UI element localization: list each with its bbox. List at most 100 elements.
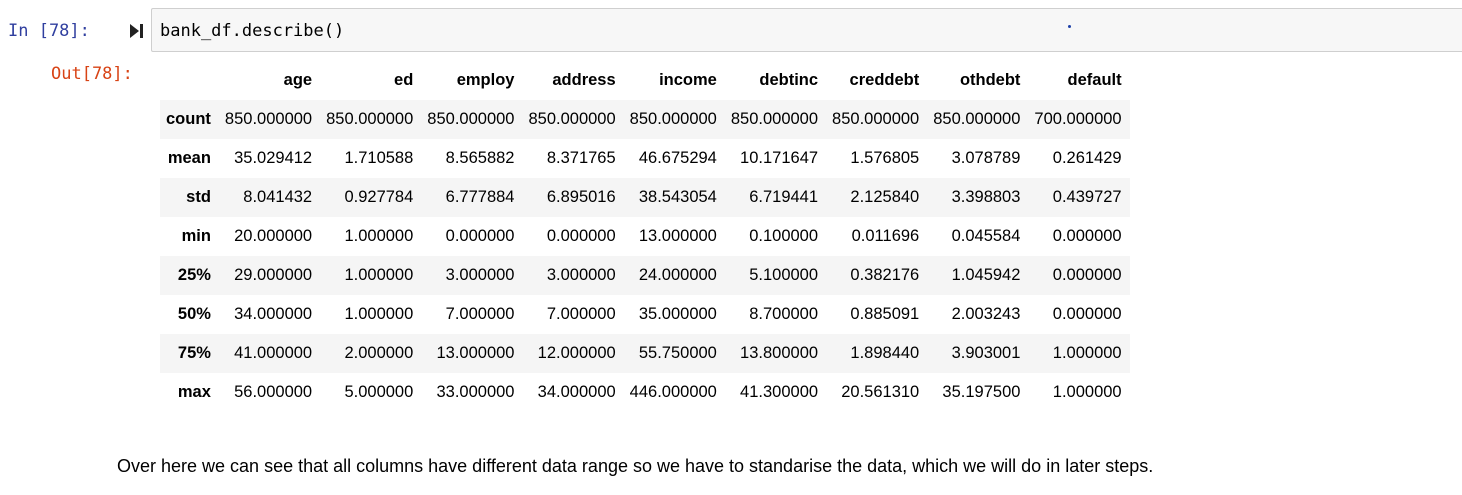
table-cell: 850.000000 xyxy=(832,110,920,128)
table-cell: 41.000000 xyxy=(234,344,313,362)
table-row: std 8.041432 0.927784 6.777884 6.895016 38.54… xyxy=(160,178,1130,217)
table-cell: 0.382176 xyxy=(850,266,920,284)
table-cell: 1.000000 xyxy=(344,305,414,323)
column-header-default: default xyxy=(1067,71,1122,89)
table-cell: 8.565882 xyxy=(445,149,515,167)
table-cell: 35.197500 xyxy=(942,383,1021,401)
table-cell: 0.100000 xyxy=(749,227,819,245)
table-cell: 34.000000 xyxy=(537,383,616,401)
table-row: count 850.000000 850.000000 850.000000 850.0… xyxy=(160,100,1130,139)
table-cell: 33.000000 xyxy=(436,383,515,401)
table-cell: 446.000000 xyxy=(629,383,717,401)
table-cell: 6.777884 xyxy=(445,188,515,206)
row-label: std xyxy=(186,188,211,206)
row-label: 75% xyxy=(177,344,211,362)
table-cell: 1.000000 xyxy=(1052,344,1122,362)
table-cell: 8.371765 xyxy=(546,149,616,167)
row-label: 50% xyxy=(177,305,211,323)
table-cell: 56.000000 xyxy=(234,383,313,401)
row-label: 25% xyxy=(177,266,211,284)
table-header-row: age ed employ address income debtinc creddebt o… xyxy=(160,61,1130,100)
column-header-othdebt: othdebt xyxy=(959,71,1021,89)
table-cell: 0.000000 xyxy=(445,227,515,245)
table-cell: 850.000000 xyxy=(730,110,819,128)
table-cell: 3.000000 xyxy=(445,266,515,284)
table-cell: 0.885091 xyxy=(850,305,920,323)
table-row: 25% 29.000000 1.000000 3.000000 3.000000 24.0… xyxy=(160,256,1130,295)
column-header-debtinc: debtinc xyxy=(759,71,819,89)
table-cell: 6.895016 xyxy=(546,188,616,206)
column-header-income: income xyxy=(659,71,717,89)
step-run-icon[interactable] xyxy=(128,22,146,40)
cursor-dot xyxy=(1068,25,1071,28)
table-cell: 850.000000 xyxy=(427,110,515,128)
table-cell: 2.003243 xyxy=(951,305,1021,323)
table-cell: 0.011696 xyxy=(851,227,920,245)
table-cell: 3.078789 xyxy=(951,149,1021,167)
table-cell: 13.000000 xyxy=(436,344,515,362)
table-cell: 38.543054 xyxy=(638,188,717,206)
table-cell: 55.750000 xyxy=(638,344,717,362)
row-label: max xyxy=(177,383,211,401)
table-cell: 0.000000 xyxy=(1052,227,1122,245)
table-cell: 1.898440 xyxy=(850,344,920,362)
describe-table: age ed employ address income debtinc creddebt o… xyxy=(160,61,1130,412)
table-cell: 35.029412 xyxy=(234,149,313,167)
table-cell: 34.000000 xyxy=(234,305,313,323)
code-cell-input[interactable]: bank_df.describe() xyxy=(151,8,1462,52)
table-cell: 0.261429 xyxy=(1052,149,1122,167)
table-cell: 8.700000 xyxy=(749,305,819,323)
table-cell: 1.000000 xyxy=(344,227,414,245)
table-cell: 13.000000 xyxy=(638,227,717,245)
table-cell: 12.000000 xyxy=(537,344,616,362)
table-cell: 0.000000 xyxy=(546,227,616,245)
table-row: 50% 34.000000 1.000000 7.000000 7.000000 35.0… xyxy=(160,295,1130,334)
table-cell: 850.000000 xyxy=(224,110,313,128)
table-row: max 56.000000 5.000000 33.000000 34.000000 44… xyxy=(160,373,1130,412)
table-cell: 20.561310 xyxy=(841,383,920,401)
table-cell: 2.125840 xyxy=(850,188,920,206)
table-cell: 24.000000 xyxy=(638,266,717,284)
table-cell: 7.000000 xyxy=(445,305,515,323)
table-cell: 0.927784 xyxy=(344,188,414,206)
table-cell: 29.000000 xyxy=(234,266,313,284)
table-cell: 8.041432 xyxy=(243,188,313,206)
table-cell: 1.000000 xyxy=(344,266,414,284)
table-row: 75% 41.000000 2.000000 13.000000 12.000000 55… xyxy=(160,334,1130,373)
table-cell: 0.000000 xyxy=(1052,305,1122,323)
table-cell: 13.800000 xyxy=(740,344,819,362)
table-cell: 850.000000 xyxy=(629,110,717,128)
table-cell: 0.045584 xyxy=(951,227,1021,245)
table-cell: 7.000000 xyxy=(546,305,616,323)
table-cell: 5.100000 xyxy=(749,266,819,284)
column-header-age: age xyxy=(283,71,313,89)
table-cell: 20.000000 xyxy=(234,227,313,245)
table-cell: 3.903001 xyxy=(951,344,1021,362)
row-label: min xyxy=(181,227,211,245)
table-cell: 850.000000 xyxy=(528,110,616,128)
table-cell: 6.719441 xyxy=(749,188,819,206)
table-cell: 3.398803 xyxy=(951,188,1021,206)
row-label: count xyxy=(166,110,211,128)
table-cell: 1.000000 xyxy=(1052,383,1122,401)
table-row: min 20.000000 1.000000 0.000000 0.000000 13.0… xyxy=(160,217,1130,256)
column-header-employ: employ xyxy=(456,71,515,89)
table-cell: 0.000000 xyxy=(1052,266,1122,284)
table-cell: 35.000000 xyxy=(638,305,717,323)
table-body: count 850.000000 850.000000 850.000000 850.0… xyxy=(160,100,1130,412)
table-row: mean 35.029412 1.710588 8.565882 8.371765 46.… xyxy=(160,139,1130,178)
table-cell: 2.000000 xyxy=(344,344,414,362)
table-cell: 0.439727 xyxy=(1052,188,1122,206)
column-header-address: address xyxy=(552,71,616,89)
column-header-creddebt: creddebt xyxy=(849,71,920,89)
output-prompt: Out[78]: xyxy=(51,64,133,84)
table-cell: 700.000000 xyxy=(1034,110,1122,128)
code-text[interactable]: bank_df.describe() xyxy=(160,21,345,41)
markdown-text: Over here we can see that all columns ha… xyxy=(117,456,1154,476)
column-header-ed: ed xyxy=(394,71,414,89)
table-cell: 5.000000 xyxy=(344,383,414,401)
table-cell: 3.000000 xyxy=(546,266,616,284)
table-cell: 1.710588 xyxy=(344,149,414,167)
index-header xyxy=(160,61,219,100)
table-cell: 1.045942 xyxy=(951,266,1021,284)
